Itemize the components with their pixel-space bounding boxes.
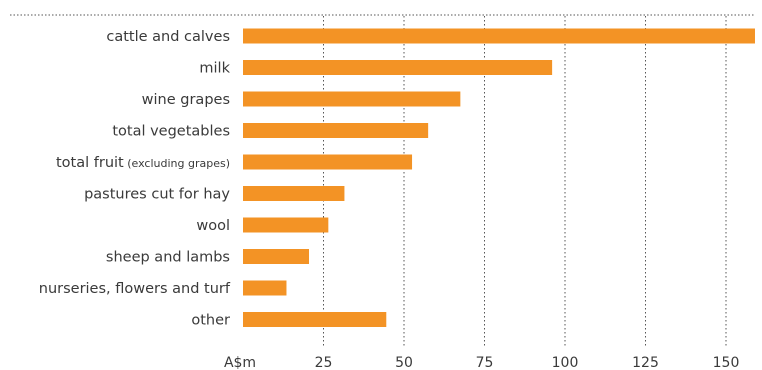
- bar: [243, 123, 429, 138]
- x-tick-label: 50: [395, 355, 413, 370]
- bar: [243, 60, 553, 75]
- bar: [243, 249, 310, 264]
- bar: [243, 91, 461, 107]
- category-label: total vegetables: [112, 124, 230, 140]
- x-axis-label: A$m: [224, 355, 256, 370]
- bar: [243, 312, 387, 327]
- category-label: pastures cut for hay: [84, 187, 230, 203]
- category-label: nurseries, flowers and turf: [39, 281, 231, 297]
- category-label: total fruit (excluding grapes): [56, 155, 230, 171]
- category-label: other: [191, 313, 230, 329]
- x-tick-label: 100: [552, 355, 579, 370]
- x-axis-ticks: 25 50 75 100 125 150: [315, 355, 740, 370]
- category-label: milk: [199, 61, 230, 77]
- category-label: wine grapes: [142, 92, 230, 108]
- bar: [243, 217, 329, 233]
- category-labels: cattle and calves milk wine grapes total ve…: [39, 29, 231, 329]
- category-label: cattle and calves: [106, 29, 230, 45]
- category-label: wool: [196, 218, 230, 234]
- bar: [243, 154, 413, 170]
- bar: [243, 28, 755, 44]
- bar: [243, 280, 287, 296]
- bar: [243, 186, 345, 201]
- category-label: sheep and lambs: [106, 250, 230, 266]
- x-tick-label: 75: [476, 355, 494, 370]
- x-tick-label: 125: [632, 355, 659, 370]
- gridlines: [323, 16, 727, 346]
- x-tick-label: 150: [713, 355, 740, 370]
- x-tick-label: 25: [315, 355, 333, 370]
- bars: [243, 28, 755, 327]
